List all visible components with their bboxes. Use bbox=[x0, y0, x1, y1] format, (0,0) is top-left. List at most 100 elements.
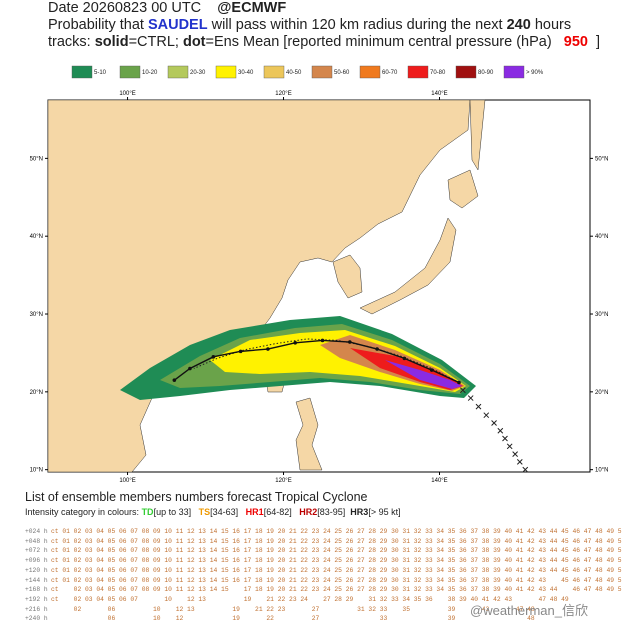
text: [34-63] bbox=[210, 507, 239, 517]
lat-label: 50°N bbox=[30, 156, 43, 162]
ensemble-row: +192 h ct 02 03 04 05 06 07 10 12 13 19 2… bbox=[25, 596, 569, 603]
lat-label: 40°N bbox=[30, 234, 43, 240]
legend-swatch bbox=[503, 65, 525, 79]
legend-label: > 90% bbox=[526, 70, 544, 76]
lon-label: 100°E bbox=[119, 478, 135, 484]
members: ct 01 02 03 04 05 06 07 08 09 10 11 12 1… bbox=[51, 537, 622, 545]
text: dot bbox=[182, 34, 206, 50]
lead-time: +144 h bbox=[25, 576, 48, 584]
member-point bbox=[522, 466, 529, 473]
header-prob: Probability that SAUDEL will pass within… bbox=[48, 17, 571, 33]
legend-swatch bbox=[359, 65, 381, 79]
lead-time: +096 h bbox=[25, 557, 48, 565]
members: 02 06 10 12 13 19 21 22 23 27 31 32 33 3… bbox=[51, 605, 535, 613]
lead-time: +024 h bbox=[25, 528, 48, 535]
cat: HR2 bbox=[299, 507, 318, 517]
legend-swatch bbox=[71, 65, 93, 79]
cat: TS bbox=[198, 507, 211, 517]
text: [83-95] bbox=[317, 507, 346, 517]
lon-label: 120°E bbox=[275, 91, 291, 97]
probability-swath bbox=[120, 316, 476, 400]
ensemble-row: +048 h ct 01 02 03 04 05 06 07 08 09 10 1… bbox=[25, 538, 622, 545]
legend-label: 50-60 bbox=[334, 70, 350, 76]
ensemble-row: +072 h ct 01 02 03 04 05 06 07 08 09 10 1… bbox=[25, 547, 622, 554]
text: [64-82] bbox=[263, 507, 292, 517]
track-point bbox=[238, 349, 243, 354]
track-point bbox=[457, 380, 461, 385]
track-point bbox=[172, 378, 177, 382]
members: ct 01 02 03 04 05 06 07 08 09 10 11 12 1… bbox=[51, 557, 622, 565]
cat: HR3 bbox=[350, 507, 369, 517]
lat-label: 40°N bbox=[595, 234, 608, 240]
header-tracks: tracks: solid=CTRL; dot=Ens Mean [report… bbox=[48, 34, 600, 50]
legend-swatch bbox=[407, 65, 429, 79]
text: [> 95 kt] bbox=[368, 507, 401, 517]
lat-label: 30°N bbox=[30, 312, 43, 318]
legend-swatch bbox=[119, 65, 141, 79]
members: ct 02 03 04 05 06 07 08 09 10 11 12 13 1… bbox=[51, 586, 622, 594]
ensemble-row: +096 h ct 01 02 03 04 05 06 07 08 09 10 1… bbox=[25, 557, 622, 564]
ensemble-row: +240 h 06 10 12 19 22 27 33 39 48 bbox=[25, 615, 535, 622]
ensemble-row: +168 h ct 02 03 04 05 06 07 08 09 10 11 1… bbox=[25, 586, 622, 593]
track-point bbox=[320, 338, 325, 343]
text: will pass within 120 km radius during th… bbox=[207, 17, 507, 33]
members: ct 02 03 04 05 06 07 10 12 13 19 21 22 2… bbox=[51, 595, 569, 603]
member-point bbox=[483, 412, 490, 419]
lat-label: 20°N bbox=[595, 390, 608, 396]
members: 06 10 12 19 22 27 33 39 48 bbox=[51, 615, 535, 623]
lead-time: +240 h bbox=[25, 615, 48, 623]
lat-label: 30°N bbox=[595, 312, 608, 318]
members: ct 01 02 03 04 05 06 07 08 09 10 11 12 1… bbox=[51, 547, 622, 555]
text: hours bbox=[530, 17, 572, 33]
intensity-line: Intensity category in colours: TD[up to … bbox=[25, 507, 401, 517]
lead-time: +168 h bbox=[25, 586, 48, 594]
ensemble-title: List of ensemble members numbers forecas… bbox=[25, 490, 368, 504]
text: ] bbox=[596, 34, 601, 50]
text: tracks: bbox=[48, 34, 95, 50]
member-point bbox=[467, 395, 474, 401]
ensemble-row: +024 h ct 01 02 03 04 05 06 07 08 09 10 1… bbox=[25, 528, 622, 535]
legend-label: 5-10 bbox=[94, 70, 107, 76]
legend-swatch bbox=[263, 65, 285, 79]
pressure: 950 bbox=[563, 34, 588, 50]
legend-swatch bbox=[215, 65, 237, 79]
map: 5-10 10-20 20-30 30-40 40-50 50-60 60-70 70-80 8… bbox=[30, 65, 608, 484]
member-point bbox=[512, 451, 518, 457]
track-point bbox=[348, 340, 352, 344]
member-point bbox=[502, 435, 508, 442]
lat-label: 10°N bbox=[30, 468, 43, 474]
lead-time: +120 h bbox=[25, 566, 48, 574]
date: Date 20260823 00 UTC bbox=[48, 0, 202, 16]
lat-label: 50°N bbox=[595, 156, 608, 162]
legend-swatch bbox=[455, 65, 477, 79]
lon-label: 100°E bbox=[119, 91, 135, 97]
ensemble-row: +144 h ct 01 02 03 04 05 06 07 08 09 10 1… bbox=[25, 577, 622, 584]
members: ct 01 02 03 04 05 06 07 08 09 10 11 12 1… bbox=[51, 576, 622, 584]
storm-name: SAUDEL bbox=[147, 17, 208, 33]
legend-label: 20-30 bbox=[190, 70, 206, 76]
legend-label: 80-90 bbox=[478, 70, 494, 76]
header-date: Date 20260823 00 UTC @ECMWF bbox=[48, 0, 286, 16]
lat-label: 20°N bbox=[30, 390, 43, 396]
member-point bbox=[491, 420, 497, 426]
lon-label: 140°E bbox=[431, 91, 447, 97]
lead-time: +192 h bbox=[25, 595, 48, 603]
hours: 240 bbox=[506, 17, 531, 33]
text: =Ens Mean [reported minimum central pres… bbox=[205, 34, 552, 50]
track-point bbox=[188, 366, 192, 371]
member-point bbox=[497, 427, 504, 434]
legend-swatch bbox=[311, 65, 333, 79]
source: @ECMWF bbox=[217, 0, 287, 16]
ensemble-row: +120 h ct 01 02 03 04 05 06 07 08 09 10 1… bbox=[25, 567, 622, 574]
track-point bbox=[429, 368, 434, 372]
legend-label: 70-80 bbox=[430, 70, 446, 76]
cat: TD bbox=[141, 507, 154, 517]
lead-time: +072 h bbox=[25, 547, 48, 555]
cat: HR1 bbox=[245, 507, 264, 517]
lead-time: +216 h bbox=[25, 605, 48, 613]
text: Probability that bbox=[48, 17, 148, 33]
track-point bbox=[375, 347, 379, 351]
text: Intensity category in colours: bbox=[25, 507, 142, 517]
track-point bbox=[402, 356, 407, 361]
members: ct 01 02 03 04 05 06 07 08 09 10 11 12 1… bbox=[51, 566, 622, 574]
